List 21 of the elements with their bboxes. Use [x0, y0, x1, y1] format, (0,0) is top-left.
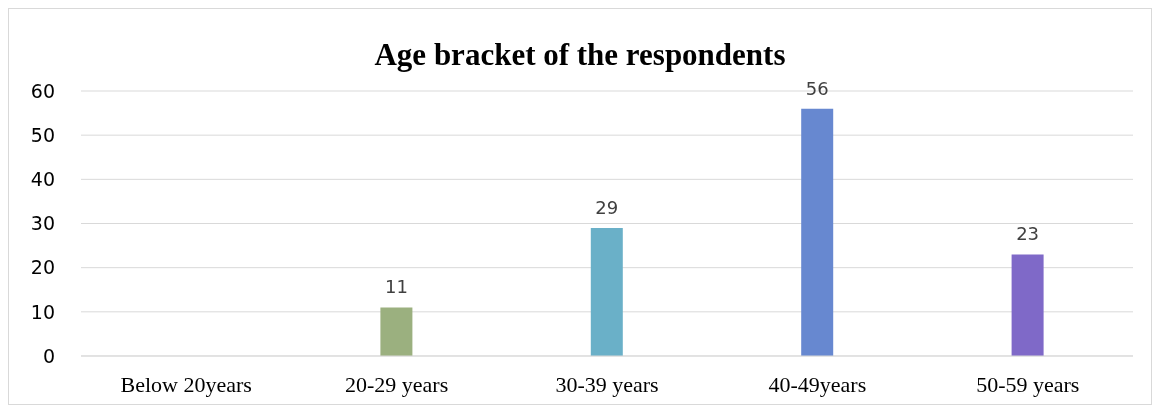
x-tick-label: 50-59 years — [976, 371, 1080, 397]
chart-title: Age bracket of the respondents — [373, 37, 787, 73]
x-tick-label: 20-29 years — [344, 371, 449, 397]
y-tick-label: 40 — [30, 168, 55, 191]
y-tick-label: 0 — [42, 344, 55, 367]
y-tick-label: 30 — [30, 212, 55, 235]
x-tick-label: 30-39 years — [555, 371, 659, 397]
x-tick-label: 40-49years — [768, 371, 867, 397]
data-label: 56 — [805, 77, 829, 99]
bar — [590, 227, 623, 356]
bar — [1011, 254, 1044, 356]
x-tick-label: Below 20years — [120, 371, 252, 397]
y-tick-label: 60 — [30, 79, 55, 102]
data-label: 23 — [1016, 223, 1040, 245]
y-tick-label: 50 — [30, 123, 55, 146]
bar — [801, 108, 834, 356]
y-tick-label: 20 — [30, 256, 55, 279]
data-label: 29 — [595, 196, 619, 218]
bar — [380, 307, 413, 356]
data-label: 11 — [384, 276, 408, 298]
y-tick-label: 10 — [30, 300, 55, 323]
